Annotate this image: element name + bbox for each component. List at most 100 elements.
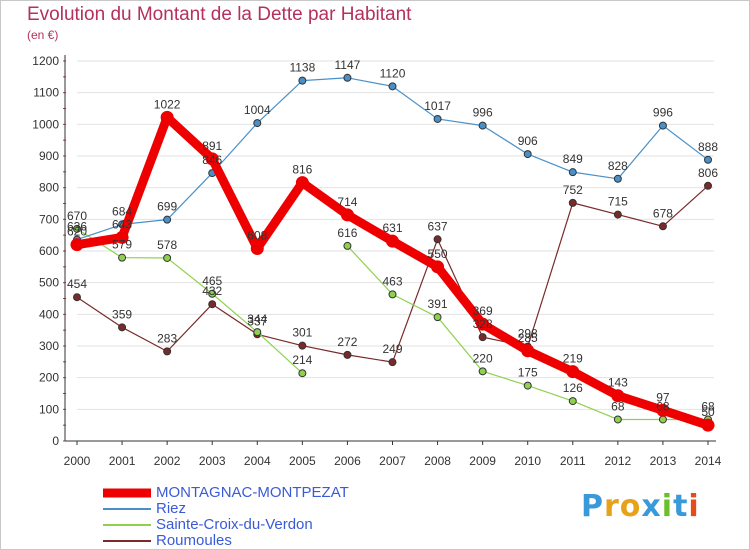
series-0-data-label: 631 [382,221,402,235]
series-0-point [656,403,670,417]
series-2-data-label: 578 [157,238,177,252]
series-3-data-label: 249 [382,342,402,356]
series-0-data-label: 608 [247,228,267,242]
y-tick-label: 0 [52,434,59,448]
series-1-point [523,150,532,159]
series-0-point [521,344,535,358]
x-tick-label: 2009 [469,454,496,468]
series-0-point [386,234,399,248]
series-0-data-label: 97 [656,390,670,404]
series-3-point [613,210,622,219]
series-1-data-label: 699 [157,200,177,214]
series-2b-data-label: 68 [701,399,715,413]
logo-letter: r [604,489,620,524]
y-tick-label: 1000 [32,117,59,131]
series-3-point [658,222,667,231]
x-tick-label: 2003 [199,454,226,468]
series-3-point [388,358,397,367]
series-3-data-label: 806 [698,166,718,180]
series-3-point [208,300,217,309]
series-2b-data-label: 68 [611,399,625,413]
series-0-point [205,152,219,166]
series-1-data-label: 636 [67,220,87,234]
series-0-data-label: 714 [337,195,357,209]
series-2b-data-label: 68 [656,399,670,413]
series-2-data-label: 579 [112,238,132,252]
series-1-point [343,73,352,82]
series-2b-point [568,397,577,406]
series-1-point [613,174,622,183]
series-3-data-label: 752 [563,183,583,197]
series-0-data-label: 816 [292,163,312,177]
x-tick-label: 2001 [109,454,136,468]
series-2-point [163,253,172,262]
chart-subtitle: (en €) [27,28,59,42]
y-tick-label: 200 [39,371,59,385]
series-0-data-label: 219 [563,352,583,366]
series-3-point [163,347,172,356]
series-3-data-label: 337 [247,314,267,328]
axes: 0 100 200 300 400 500 600 700 800 900 1000 1100 1200… [32,54,721,468]
series-0-point [611,389,625,403]
legend-label-riez: Riez [156,500,187,517]
series-2b-point [388,290,397,299]
series-1-point [704,155,712,164]
series-1-data-label: 1017 [424,99,451,113]
series-0-data-label: 550 [428,247,448,261]
series-1-point [478,121,487,130]
x-tick-label: 2005 [289,454,316,468]
series-2b-point [343,241,352,250]
series-1-point [253,119,262,128]
series-0-data-label: 143 [608,376,628,390]
series-2b-point [613,415,622,424]
series-1-data-label: 996 [473,106,493,120]
series-0-point [431,260,445,274]
series-0-point [70,238,84,252]
series-3-data-label: 715 [608,195,628,209]
x-tick-label: 2013 [650,454,677,468]
series-0-point [295,176,309,190]
series-3-point [298,341,307,350]
x-tick-label: 2002 [154,454,181,468]
series-1-data-label: 828 [608,159,628,173]
series-1-data-label: 1138 [289,61,315,75]
series-1-data-label: 996 [653,106,673,120]
series-1-point [433,114,442,123]
series-2-point [118,253,127,262]
gridlines [77,60,714,442]
series-2-point [298,369,307,378]
series-1-data-label: 906 [518,134,538,148]
series-2b-point [478,367,487,376]
series-2-data-label: 344 [247,312,267,326]
series-1-point [298,76,307,85]
logo-letter: i [688,489,700,524]
y-tick-label: 100 [39,402,59,416]
legend-label-montagnac: MONTAGNAC-MONTPEZAT [156,484,349,501]
logo-letter: t [673,489,689,524]
y-tick-label: 700 [39,212,59,226]
x-tick-label: 2011 [560,454,586,468]
series-2b-point [433,313,442,322]
y-tick-label: 1100 [33,86,59,100]
series-0-point [115,230,129,244]
series-2-data-label: 214 [292,353,312,367]
series-3-point [704,181,712,190]
series-3-point [343,350,352,359]
series-lines [70,73,715,432]
series-3-data-label: 637 [428,219,448,233]
logo-letter: i [661,489,674,524]
series-1-data-label: 849 [563,152,583,166]
series-0-point [340,208,354,222]
x-tick-label: 2004 [244,454,271,468]
x-tick-label: 2008 [424,454,451,468]
series-2b-point [658,415,667,424]
series-0-data-label: 369 [473,304,493,318]
series-1-data-label: 1147 [335,58,361,72]
series-0-data-label: 891 [202,139,222,153]
logo-letter: P [581,489,604,524]
series-0-point [160,110,174,124]
series-3-data-label: 454 [67,277,87,291]
x-tick-label: 2014 [695,454,722,468]
